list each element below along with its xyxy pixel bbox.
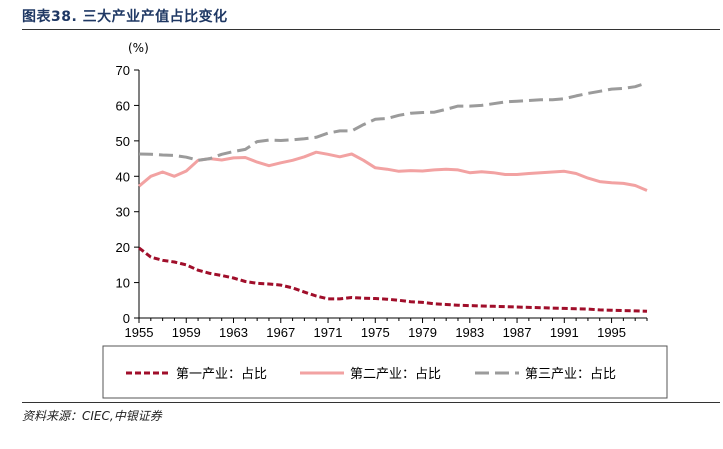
series-line-1 <box>138 246 648 313</box>
x-tick-label: 1995 <box>597 325 626 340</box>
chart-axes <box>138 70 647 319</box>
y-tick-label: 10 <box>116 276 130 291</box>
series-lines <box>138 81 648 313</box>
x-tick-label: 1991 <box>550 325 579 340</box>
x-tick-label: 1971 <box>314 325 343 340</box>
series-line-3 <box>138 81 648 162</box>
y-tick-label: 60 <box>116 98 130 113</box>
legend: 第一产业：占比 第二产业：占比 第三产业：占比 <box>126 367 616 382</box>
x-tick-label: 1967 <box>266 325 295 340</box>
legend-label-2: 第二产业：占比 <box>350 367 441 382</box>
legend-box <box>102 345 668 399</box>
y-tick-label: 0 <box>123 311 130 326</box>
y-tick-label: 40 <box>116 169 130 184</box>
line-chart: (%) 0 10 20 30 40 50 60 70 1955 1959 1963 1967 1971… <box>102 41 668 399</box>
legend-label-1: 第一产业：占比 <box>176 367 267 382</box>
title-underline <box>22 29 720 30</box>
source-note: 资料来源：CIEC,中银证券 <box>22 409 162 423</box>
x-tick-label: 1959 <box>172 325 201 340</box>
x-tick-label: 1987 <box>503 325 532 340</box>
x-tick-label: 1963 <box>219 325 248 340</box>
y-tick-label: 20 <box>116 240 130 255</box>
y-axis-unit-label: (%) <box>128 41 149 55</box>
x-tick-label: 1983 <box>455 325 484 340</box>
source-divider <box>22 402 720 403</box>
x-tick-label: 1955 <box>125 325 154 340</box>
legend-label-3: 第三产业：占比 <box>525 367 616 382</box>
y-axis-ticks: 0 10 20 30 40 50 60 70 <box>116 63 139 326</box>
chart-title: 图表38. 三大产业产值占比变化 <box>22 9 228 25</box>
x-tick-label: 1979 <box>408 325 437 340</box>
y-tick-label: 50 <box>116 134 130 149</box>
series-line-2 <box>138 150 648 192</box>
y-tick-label: 30 <box>116 205 130 220</box>
x-tick-label: 1975 <box>361 325 390 340</box>
y-tick-label: 70 <box>116 63 130 78</box>
x-axis-ticks: 1955 1959 1963 1967 1971 1975 1979 1983 1987 1991… <box>125 318 648 340</box>
